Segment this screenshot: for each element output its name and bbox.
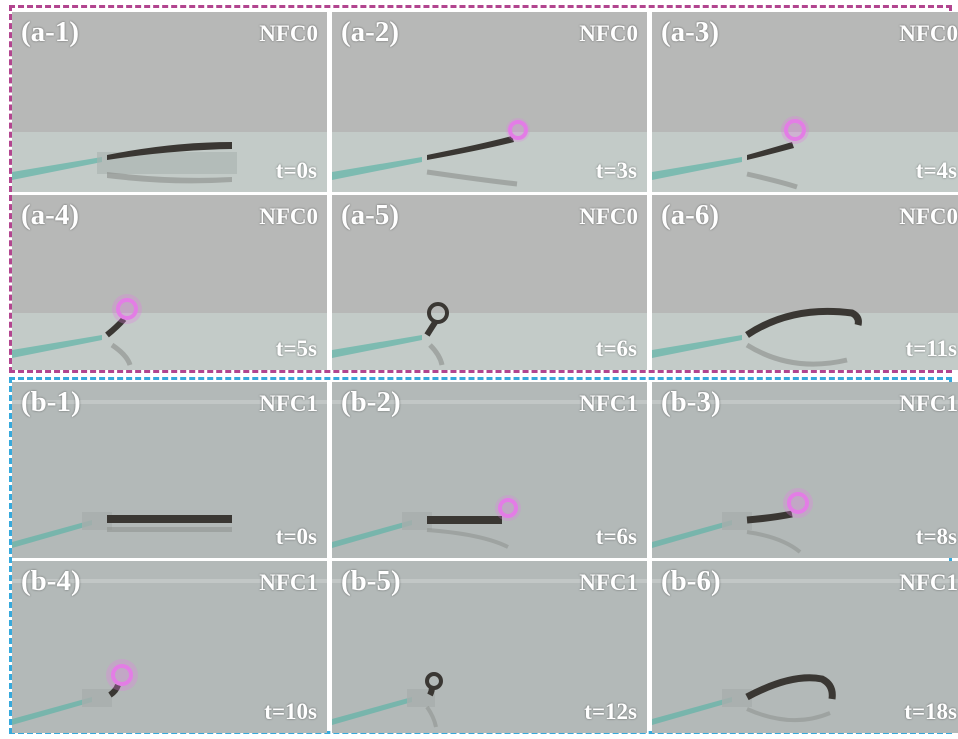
photo-a3-scene bbox=[652, 12, 958, 192]
time-label: t=6s bbox=[595, 524, 637, 549]
photo-b2-scene bbox=[332, 382, 647, 558]
photo-panel-a2: (a-2) NFC0 t=3s bbox=[332, 12, 647, 192]
photo-b3-scene bbox=[652, 382, 958, 558]
sample-label: NFC1 bbox=[259, 391, 318, 416]
sample-label: NFC0 bbox=[259, 204, 318, 229]
sample-label: NFC0 bbox=[579, 204, 638, 229]
photo-a5-scene bbox=[332, 195, 647, 370]
panel-label: (b-3) bbox=[661, 386, 721, 418]
time-label: t=0s bbox=[275, 524, 317, 549]
photo-panel-b4: (b-4) NFC1 t=10s bbox=[12, 561, 327, 733]
panel-label: (b-6) bbox=[661, 565, 721, 597]
photo-a4-scene bbox=[12, 195, 327, 370]
panel-label: (b-1) bbox=[21, 386, 81, 418]
panel-label: (a-6) bbox=[661, 199, 719, 231]
panel-label: (a-5) bbox=[341, 199, 399, 231]
panel-label: (a-2) bbox=[341, 16, 399, 48]
photo-b6-scene bbox=[652, 561, 958, 733]
time-label: t=6s bbox=[595, 336, 637, 361]
panel-label: (a-3) bbox=[661, 16, 719, 48]
photo-a1-scene bbox=[12, 12, 327, 192]
photo-panel-a4: (a-4) NFC0 t=5s bbox=[12, 195, 327, 370]
photo-panel-a6: (a-6) NFC0 t=11s bbox=[652, 195, 958, 370]
time-label: t=8s bbox=[915, 524, 957, 549]
panel-label: (a-4) bbox=[21, 199, 79, 231]
time-label: t=12s bbox=[584, 699, 637, 724]
photo-panel-a5: (a-5) NFC0 t=6s bbox=[332, 195, 647, 370]
sample-label: NFC0 bbox=[259, 21, 318, 46]
photo-panel-a1: (a-1) NFC0 t=0s bbox=[12, 12, 327, 192]
sample-label: NFC0 bbox=[899, 204, 958, 229]
sample-label: NFC0 bbox=[899, 21, 958, 46]
panel-label: (b-4) bbox=[21, 565, 81, 597]
sample-label: NFC1 bbox=[579, 570, 638, 595]
time-label: t=3s bbox=[595, 158, 637, 183]
photo-a6-scene bbox=[652, 195, 958, 370]
panel-label: (a-1) bbox=[21, 16, 79, 48]
panel-label: (b-2) bbox=[341, 386, 401, 418]
photo-panel-b5: (b-5) NFC1 t=12s bbox=[332, 561, 647, 733]
time-label: t=10s bbox=[264, 699, 317, 724]
photo-a2-scene bbox=[332, 12, 647, 192]
time-label: t=0s bbox=[275, 158, 317, 183]
sample-label: NFC1 bbox=[259, 570, 318, 595]
photo-b4-scene bbox=[12, 561, 327, 733]
time-label: t=5s bbox=[275, 336, 317, 361]
sample-label: NFC1 bbox=[899, 391, 958, 416]
photo-panel-a3: (a-3) NFC0 t=4s bbox=[652, 12, 958, 192]
sample-label: NFC0 bbox=[579, 21, 638, 46]
sample-label: NFC1 bbox=[579, 391, 638, 416]
time-label: t=18s bbox=[904, 699, 957, 724]
time-label: t=4s bbox=[915, 158, 957, 183]
sample-label: NFC1 bbox=[899, 570, 958, 595]
photo-panel-b6: (b-6) NFC1 t=18s bbox=[652, 561, 958, 733]
photo-panel-b1: (b-1) NFC1 t=0s bbox=[12, 382, 327, 558]
photo-panel-b3: (b-3) NFC1 t=8s bbox=[652, 382, 958, 558]
photo-panel-b2: (b-2) NFC1 t=6s bbox=[332, 382, 647, 558]
panel-label: (b-5) bbox=[341, 565, 401, 597]
photo-b5-scene bbox=[332, 561, 647, 733]
photo-b1-scene bbox=[12, 382, 327, 558]
time-label: t=11s bbox=[905, 336, 957, 361]
